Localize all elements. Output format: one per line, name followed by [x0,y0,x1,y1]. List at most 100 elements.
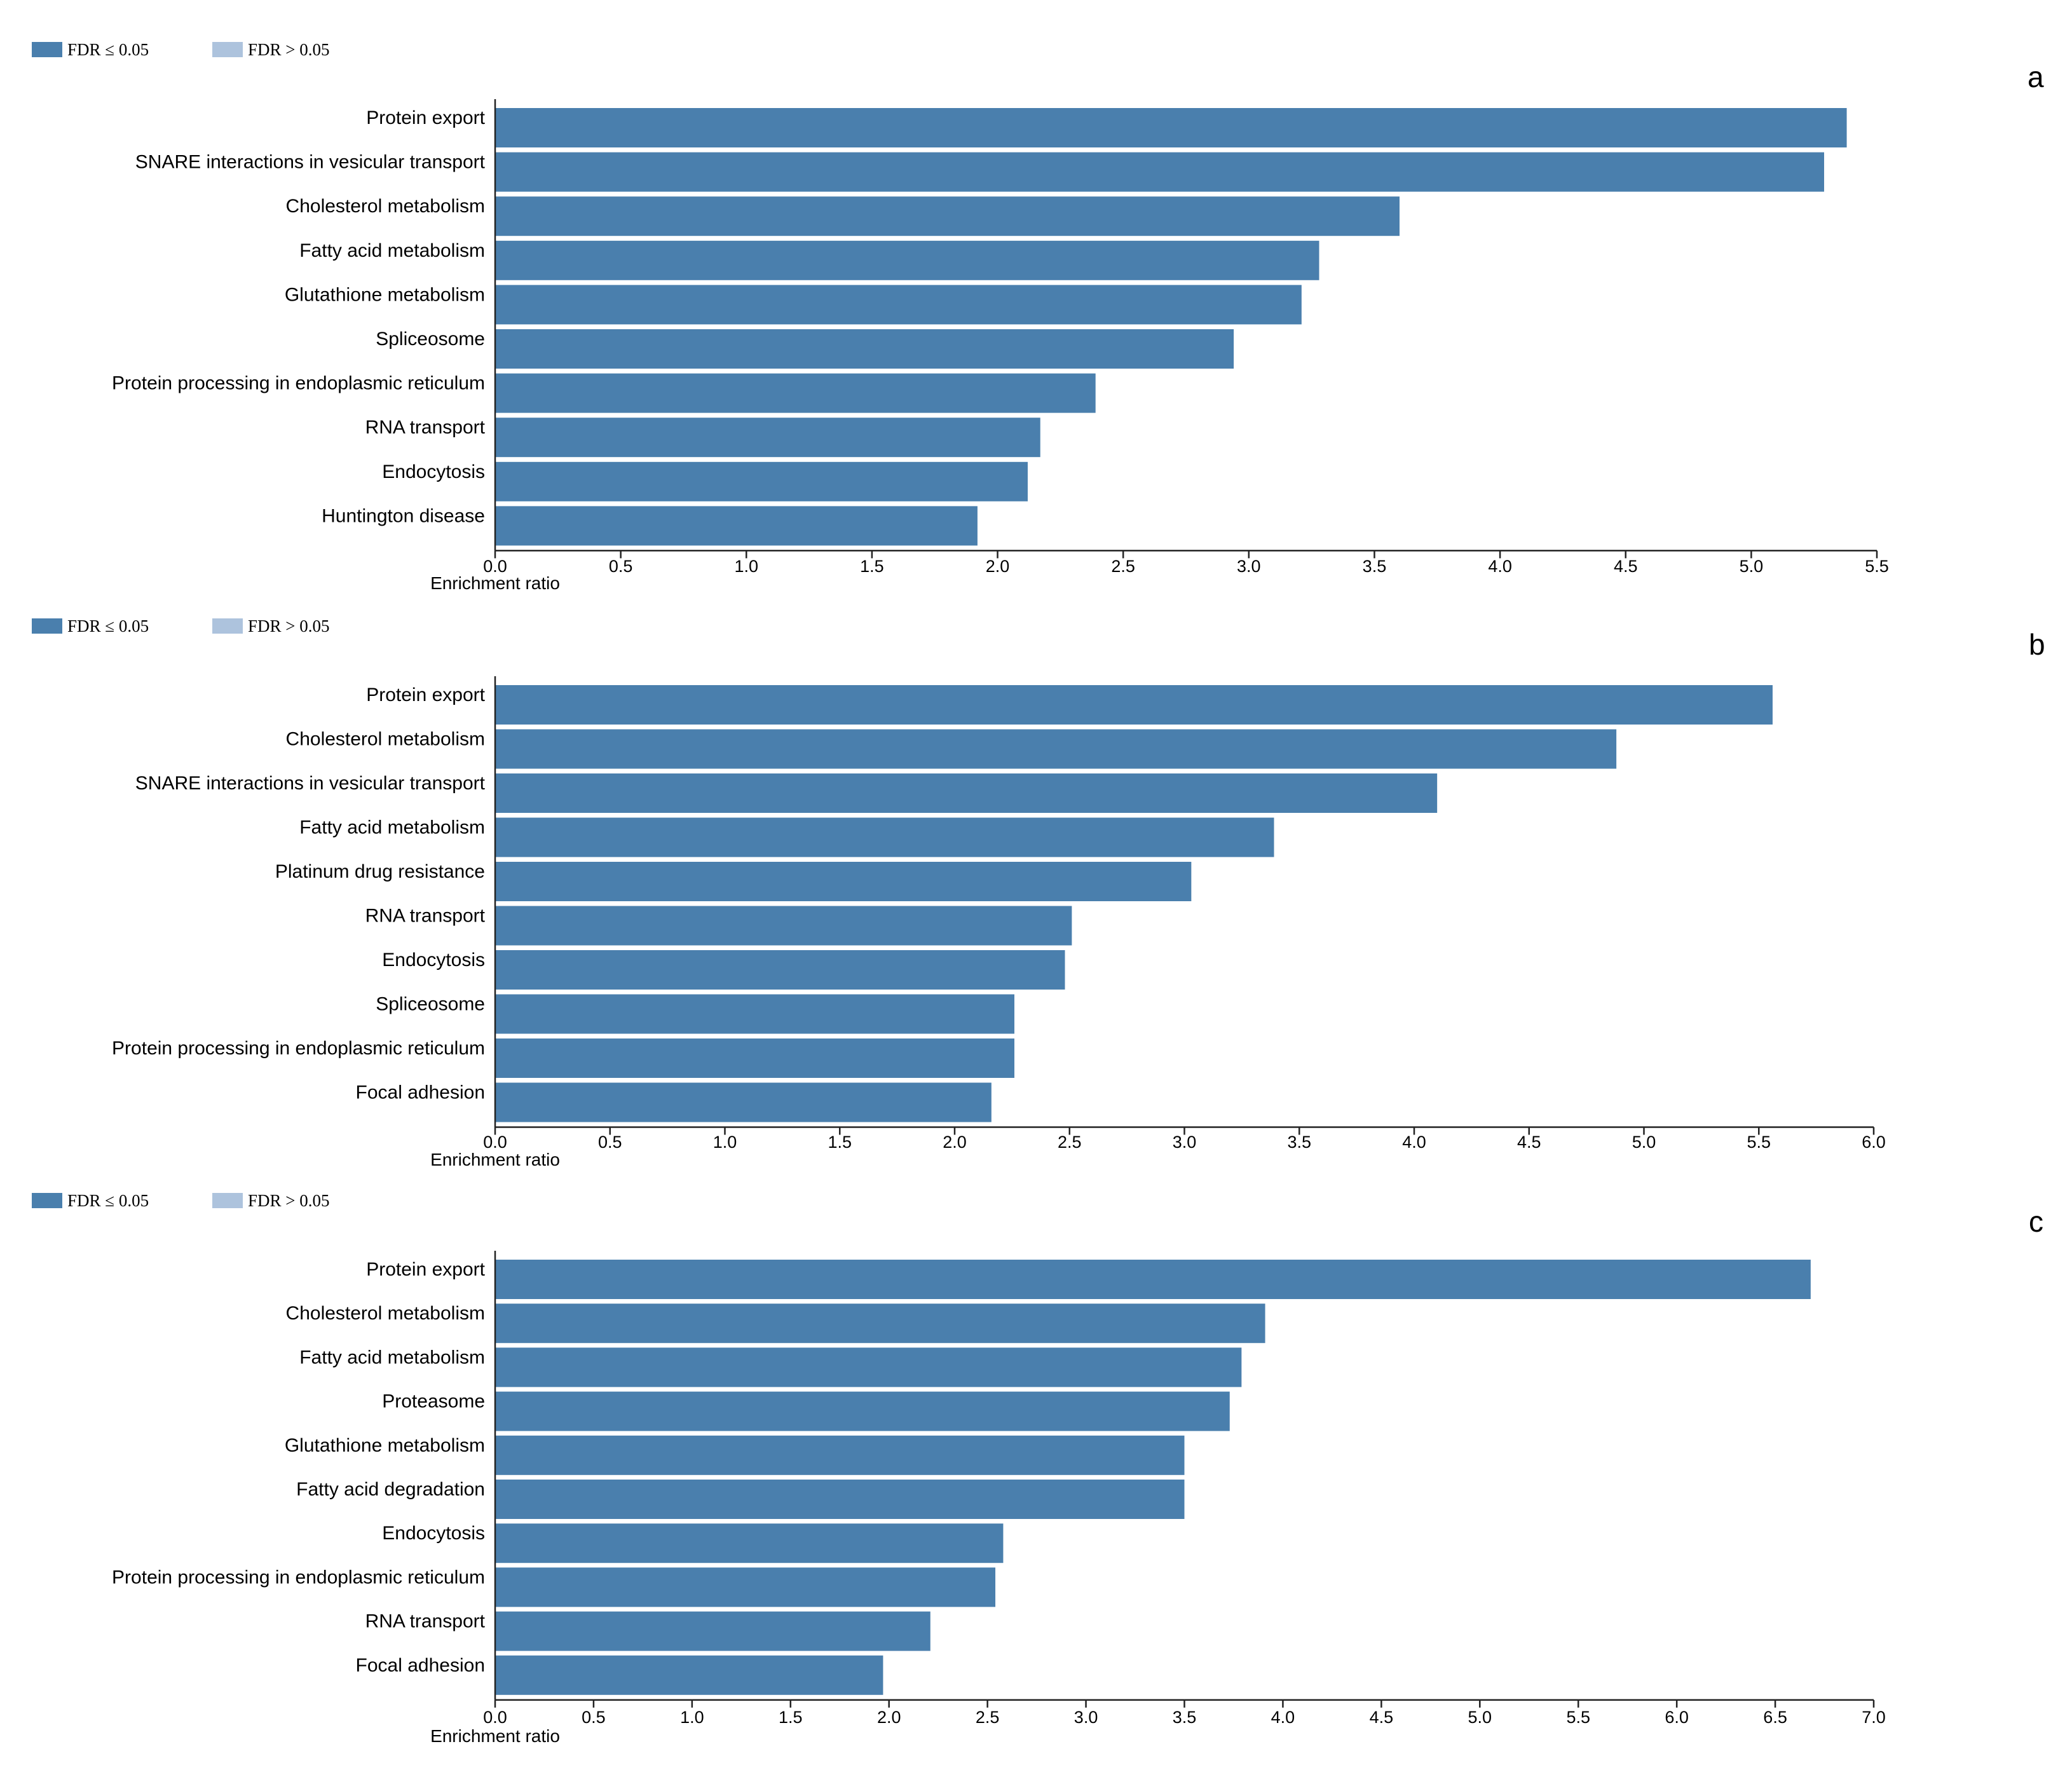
x-tick-label: 1.5 [860,557,884,576]
x-tick-label: 5.0 [1468,1708,1492,1727]
x-tick-label: 3.0 [1173,1133,1197,1152]
category-label: Cholesterol metabolism [286,1303,485,1324]
bar-protein-processing-in-endoplasmic-reticulum [495,373,1096,413]
category-label: Focal adhesion [356,1655,485,1676]
x-tick-label: 5.5 [1566,1708,1590,1727]
legend-label-significant: FDR ≤ 0.05 [67,40,149,59]
bar-glutathione-metabolism [495,1435,1185,1475]
category-label: Cholesterol metabolism [286,196,485,217]
category-label: Focal adhesion [356,1082,485,1103]
x-tick-label: 2.5 [1058,1133,1082,1152]
bar-glutathione-metabolism [495,285,1302,325]
bar-focal-adhesion [495,1082,992,1122]
legend-swatch-nonsignificant [212,42,243,57]
x-tick-label: 6.0 [1862,1133,1886,1152]
bar-protein-export [495,685,1773,725]
x-tick-label: 2.0 [877,1708,901,1727]
x-tick-label: 4.5 [1614,557,1638,576]
x-tick-label: 1.5 [779,1708,803,1727]
x-tick-label: 3.0 [1237,557,1261,576]
x-tick-label: 1.0 [680,1708,704,1727]
category-label: SNARE interactions in vesicular transpor… [135,152,486,173]
category-label: Protein processing in endoplasmic reticu… [112,1567,485,1588]
legend-swatch-significant [32,618,62,634]
legend-label-nonsignificant: FDR > 0.05 [248,1191,330,1210]
bar-protein-processing-in-endoplasmic-reticulum [495,1567,996,1607]
bar-endocytosis [495,950,1065,990]
bar-fatty-acid-metabolism [495,1347,1242,1387]
bar-protein-export [495,1260,1811,1299]
bar-fatty-acid-metabolism [495,240,1319,280]
category-label: Endocytosis [382,950,485,970]
category-label: RNA transport [365,1611,486,1632]
category-label: Protein processing in endoplasmic reticu… [112,373,485,394]
x-tick-label: 2.5 [1111,557,1135,576]
x-tick-label: 0.5 [598,1133,622,1152]
bar-platinum-drug-resistance [495,862,1192,901]
x-tick-label: 4.5 [1370,1708,1394,1727]
x-tick-label: 0.0 [483,557,507,576]
bar-focal-adhesion [495,1655,883,1695]
bar-huntington-disease [495,506,978,546]
bar-protein-export [495,108,1847,147]
legend-label-significant: FDR ≤ 0.05 [67,1191,149,1210]
legend-swatch-nonsignificant [212,1193,243,1208]
panel-a: FDR ≤ 0.05 FDR > 0.05 a Protein export SNARE… [32,40,2044,593]
category-label: Protein processing in endoplasmic reticu… [112,1038,485,1059]
category-label: Cholesterol metabolism [286,729,485,750]
category-label: Spliceosome [376,994,485,1015]
bar-fatty-acid-metabolism [495,817,1274,857]
panel-letter: a [2028,60,2044,93]
category-label: Proteasome [382,1391,485,1412]
panel-letter: b [2029,628,2045,661]
x-tick-label: 0.0 [483,1708,507,1727]
x-tick-label: 0.0 [483,1133,507,1152]
x-tick-label: 2.0 [986,557,1010,576]
category-label: Fatty acid metabolism [299,1347,485,1368]
category-label: Protein export [366,684,485,705]
bar-rna-transport [495,1611,930,1651]
x-tick-label: 2.5 [976,1708,1000,1727]
x-tick-label: 7.0 [1862,1708,1886,1727]
category-label: Protein export [366,107,485,128]
x-axis-title: Enrichment ratio [430,1150,560,1169]
bar-cholesterol-metabolism [495,729,1617,769]
x-tick-label: 3.5 [1287,1133,1311,1152]
bar-rna-transport [495,906,1072,946]
bar-snare-interactions-in-vesicular-transport [495,152,1824,192]
legend-label-nonsignificant: FDR > 0.05 [248,616,330,636]
x-tick-label: 1.0 [734,557,758,576]
category-label: RNA transport [365,906,486,927]
category-label: Platinum drug resistance [275,861,485,882]
bar-endocytosis [495,1523,1004,1563]
x-tick-label: 2.0 [943,1133,967,1152]
legend-label-significant: FDR ≤ 0.05 [67,616,149,636]
bar-proteasome [495,1391,1230,1431]
x-axis-title: Enrichment ratio [430,1726,560,1746]
category-label: RNA transport [365,417,486,438]
legend-label-nonsignificant: FDR > 0.05 [248,40,330,59]
category-label: Glutathione metabolism [285,1435,485,1456]
bar-cholesterol-metabolism [495,1304,1265,1344]
x-tick-label: 4.0 [1402,1133,1426,1152]
legend-swatch-significant [32,1193,62,1208]
x-tick-label: 5.5 [1747,1133,1771,1152]
legend-swatch-nonsignificant [212,618,243,634]
category-label: SNARE interactions in vesicular transpor… [135,773,486,794]
category-label: Glutathione metabolism [285,284,485,305]
bar-fatty-acid-degradation [495,1480,1185,1519]
bar-rna-transport [495,418,1040,458]
panel-c: FDR ≤ 0.05 FDR > 0.05 c Protein export Chole… [32,1191,2043,1746]
bar-spliceosome [495,329,1234,369]
category-label: Endocytosis [382,461,485,482]
x-tick-label: 5.5 [1865,557,1889,576]
category-label: Huntington disease [322,505,485,526]
x-tick-label: 6.0 [1665,1708,1689,1727]
x-tick-label: 5.0 [1632,1133,1656,1152]
category-label: Spliceosome [376,329,485,350]
bar-spliceosome [495,994,1014,1034]
panel-b: FDR ≤ 0.05 FDR > 0.05 b Protein export Chole… [32,616,2045,1169]
x-tick-label: 1.5 [828,1133,852,1152]
category-label: Fatty acid metabolism [299,817,485,838]
